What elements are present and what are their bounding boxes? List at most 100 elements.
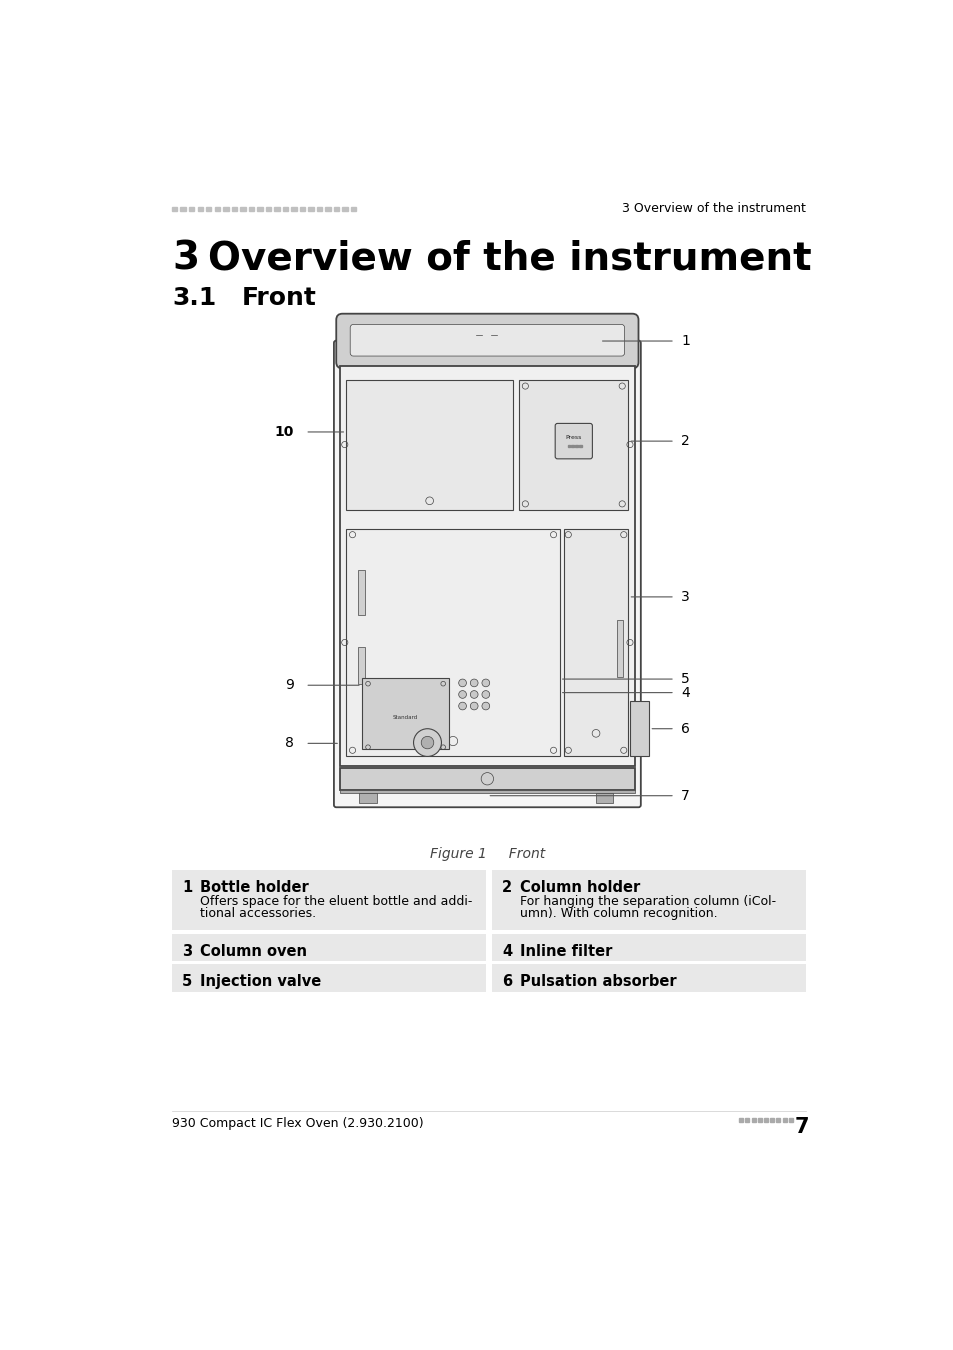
Text: umn). With column recognition.: umn). With column recognition. <box>519 907 717 919</box>
Bar <box>563 528 628 756</box>
Bar <box>334 207 339 211</box>
Bar <box>340 366 634 767</box>
Text: Injection valve: Injection valve <box>199 975 321 990</box>
Bar <box>596 792 612 803</box>
Text: 7: 7 <box>680 788 689 803</box>
Bar <box>629 701 649 756</box>
Text: 3: 3 <box>182 944 192 958</box>
Text: 10: 10 <box>274 425 294 439</box>
Bar <box>249 207 253 211</box>
Text: 3: 3 <box>172 239 199 277</box>
Text: Inline filter: Inline filter <box>519 944 612 958</box>
Bar <box>274 207 279 211</box>
Bar <box>223 207 229 211</box>
Bar <box>257 207 262 211</box>
Bar <box>757 1118 760 1122</box>
Bar <box>492 964 805 992</box>
Text: 1: 1 <box>182 880 193 895</box>
Bar <box>197 207 203 211</box>
Bar <box>180 207 186 211</box>
FancyBboxPatch shape <box>555 424 592 459</box>
FancyBboxPatch shape <box>334 340 640 807</box>
Bar <box>291 207 296 211</box>
Circle shape <box>413 729 441 756</box>
Text: 4: 4 <box>680 686 689 699</box>
Bar <box>492 871 805 930</box>
Text: Column oven: Column oven <box>199 944 307 958</box>
Bar <box>359 792 376 803</box>
Bar <box>492 934 805 961</box>
Bar <box>172 207 177 211</box>
Text: 1: 1 <box>680 333 689 348</box>
Bar <box>308 207 314 211</box>
Text: For hanging the separation column (iCol-: For hanging the separation column (iCol- <box>519 895 775 909</box>
Circle shape <box>458 702 466 710</box>
Bar <box>232 207 236 211</box>
Circle shape <box>470 691 477 698</box>
Text: 9: 9 <box>284 678 294 693</box>
Text: 2: 2 <box>501 880 512 895</box>
Circle shape <box>421 736 434 749</box>
Text: tional accessories.: tional accessories. <box>199 907 315 919</box>
Text: Offers space for the eluent bottle and addi-: Offers space for the eluent bottle and a… <box>199 895 472 909</box>
Bar <box>214 207 220 211</box>
Bar <box>567 446 569 447</box>
Bar <box>744 1118 748 1122</box>
Bar <box>751 1118 755 1122</box>
Bar <box>172 871 485 930</box>
Text: Front: Front <box>241 286 316 310</box>
Text: 4: 4 <box>501 944 512 958</box>
Bar <box>340 790 634 794</box>
Bar <box>617 620 622 676</box>
Bar <box>776 1118 780 1122</box>
Bar <box>316 207 322 211</box>
Circle shape <box>458 679 466 687</box>
Bar <box>357 570 365 616</box>
Bar <box>788 1118 792 1122</box>
Bar <box>282 207 288 211</box>
Circle shape <box>458 691 466 698</box>
Bar <box>518 379 628 510</box>
Text: 3: 3 <box>680 590 689 603</box>
Bar <box>189 207 194 211</box>
Text: Overview of the instrument: Overview of the instrument <box>208 239 811 277</box>
Bar <box>781 1118 785 1122</box>
FancyBboxPatch shape <box>335 313 638 369</box>
Bar <box>240 207 245 211</box>
Circle shape <box>481 679 489 687</box>
Text: 5: 5 <box>182 975 193 990</box>
Bar <box>206 207 212 211</box>
Text: 6: 6 <box>501 975 512 990</box>
Text: 5: 5 <box>680 672 689 686</box>
Bar <box>340 768 634 790</box>
Bar <box>763 1118 767 1122</box>
Bar <box>769 1118 773 1122</box>
Text: Pulsation absorber: Pulsation absorber <box>519 975 676 990</box>
Text: Column holder: Column holder <box>519 880 639 895</box>
Text: 8: 8 <box>284 736 294 751</box>
Text: Standard: Standard <box>393 716 417 720</box>
Text: Bottle holder: Bottle holder <box>199 880 308 895</box>
Bar <box>351 207 356 211</box>
Bar <box>266 207 271 211</box>
Bar <box>172 964 485 992</box>
Text: Press: Press <box>565 435 581 440</box>
Bar <box>578 446 581 447</box>
FancyBboxPatch shape <box>350 324 624 356</box>
Bar <box>346 379 513 510</box>
Circle shape <box>470 702 477 710</box>
Bar <box>325 207 331 211</box>
Text: Figure 1     Front: Figure 1 Front <box>429 848 544 861</box>
Bar <box>172 934 485 961</box>
Circle shape <box>470 679 477 687</box>
Bar <box>346 528 559 756</box>
Bar <box>571 446 573 447</box>
Text: 6: 6 <box>680 722 689 736</box>
Bar <box>739 1118 742 1122</box>
Bar <box>361 678 449 749</box>
Text: 930 Compact IC Flex Oven (2.930.2100): 930 Compact IC Flex Oven (2.930.2100) <box>172 1116 423 1130</box>
Bar <box>575 446 578 447</box>
Circle shape <box>481 702 489 710</box>
Text: 3 Overview of the instrument: 3 Overview of the instrument <box>621 201 805 215</box>
Text: 3.1: 3.1 <box>172 286 216 310</box>
